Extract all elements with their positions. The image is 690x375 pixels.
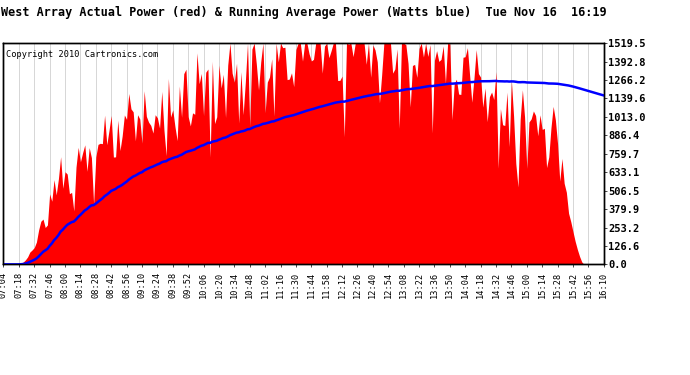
Text: West Array Actual Power (red) & Running Average Power (Watts blue)  Tue Nov 16  : West Array Actual Power (red) & Running … <box>1 6 607 19</box>
Text: Copyright 2010 Cartronics.com: Copyright 2010 Cartronics.com <box>6 50 159 59</box>
